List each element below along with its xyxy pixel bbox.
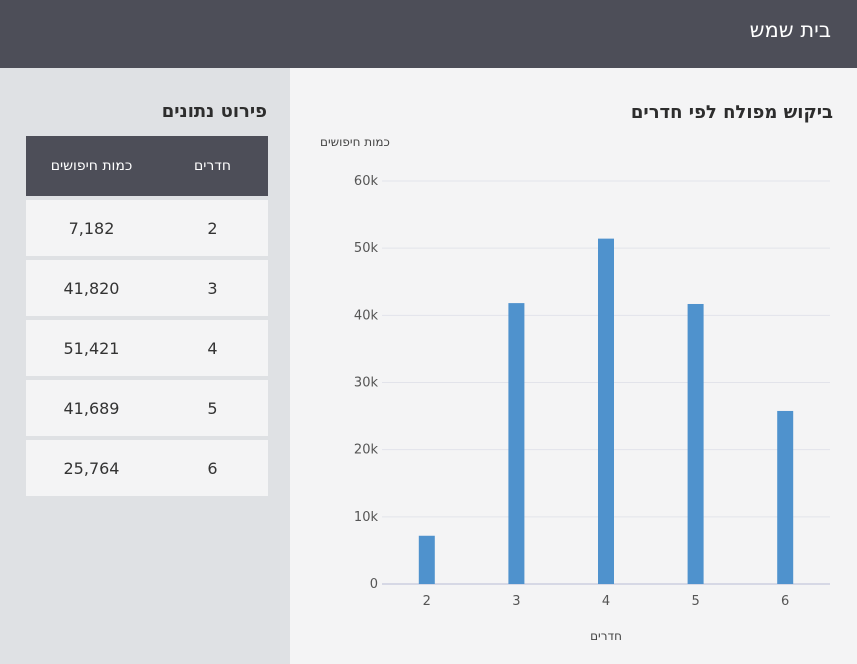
- table-row: 25,764 6: [26, 440, 268, 496]
- table-row: 41,689 5: [26, 380, 268, 436]
- bar-rooms-3: [508, 303, 525, 584]
- cell-count: 25,764: [63, 458, 120, 478]
- city-title: בית שמש: [749, 18, 831, 42]
- cell-count: 41,689: [63, 398, 120, 418]
- column-header-rooms: חדרים: [193, 158, 232, 174]
- cell-rooms: 2: [207, 218, 218, 238]
- cell-rooms: 5: [207, 398, 218, 418]
- x-tick-label: 4: [602, 594, 610, 609]
- x-tick-label: 3: [512, 594, 520, 609]
- cell-count: 7,182: [68, 218, 115, 238]
- cell-rooms: 6: [207, 458, 218, 478]
- table-row: 51,421 4: [26, 320, 268, 376]
- table-header: כמות חיפושים חדרים: [26, 136, 268, 196]
- x-axis-title: חדרים: [590, 629, 622, 643]
- y-tick-label: 30k: [354, 376, 379, 391]
- chart-panel: ביקוש מפולח לפי חדרים כמות חיפושים 0 10k 20…: [290, 68, 857, 664]
- y-tick-label: 40k: [354, 308, 379, 323]
- table-row: 41,820 3: [26, 260, 268, 316]
- table-title: פירוט נתונים: [161, 101, 267, 122]
- cell-count: 41,820: [63, 278, 120, 298]
- cell-rooms: 3: [207, 278, 218, 298]
- app-header: בית שמש: [0, 0, 857, 68]
- cell-rooms: 4: [207, 338, 218, 358]
- bar-rooms-5: [687, 303, 704, 584]
- y-axis-title: כמות חיפושים: [320, 135, 390, 149]
- column-header-count: כמות חיפושים: [50, 158, 133, 174]
- y-tick-label: 0: [370, 577, 378, 592]
- y-tick-label: 10k: [354, 510, 379, 525]
- x-tick-label: 2: [423, 594, 431, 609]
- x-tick-label: 5: [691, 594, 699, 609]
- bar-rooms-2: [418, 535, 435, 584]
- y-tick-label: 50k: [354, 241, 379, 256]
- rooms-demand-bar-chart: כמות חיפושים 0 10k 20k 30k 40k 50k 60k 2 3 4 5 6 חדרי…: [320, 135, 830, 643]
- y-tick-label: 20k: [354, 443, 379, 458]
- x-tick-label: 6: [781, 594, 789, 609]
- chart-title: ביקוש מפולח לפי חדרים: [630, 102, 833, 123]
- table-row: 7,182 2: [26, 200, 268, 256]
- y-tick-label: 60k: [354, 174, 379, 189]
- data-table: כמות חיפושים חדרים 7,182 2 41,820 3 51,4…: [26, 136, 268, 496]
- bar-rooms-4: [598, 238, 614, 584]
- cell-count: 51,421: [63, 338, 120, 358]
- bar-rooms-6: [777, 410, 794, 584]
